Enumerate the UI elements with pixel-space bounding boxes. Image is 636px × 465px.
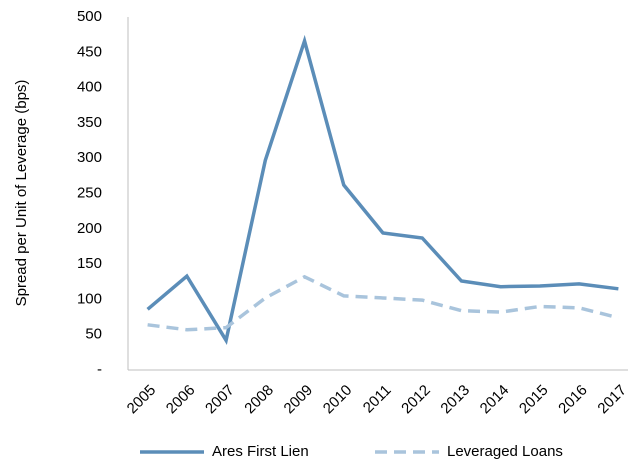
x-tick-label: 2010 xyxy=(320,382,356,418)
x-tick-label: 2007 xyxy=(202,382,238,418)
series-line xyxy=(147,274,619,332)
y-tick-label: 500 xyxy=(77,8,102,25)
x-tick-label: 2011 xyxy=(360,382,395,417)
y-tick-label: 350 xyxy=(77,114,102,131)
legend-label: Leveraged Loans xyxy=(447,443,563,460)
y-axis-label: Spread per Unit of Leverage (bps) xyxy=(13,80,30,307)
y-tick-label: 100 xyxy=(77,290,102,307)
x-tick-label: 2009 xyxy=(281,382,317,418)
x-tick-label: 2013 xyxy=(437,382,473,418)
x-tick-label: 2005 xyxy=(124,382,160,418)
y-tick-label: 150 xyxy=(77,255,102,272)
x-tick-label: 2012 xyxy=(398,382,434,418)
x-tick-label: 2014 xyxy=(477,382,513,418)
series-line xyxy=(146,34,619,345)
legend-label: Ares First Lien xyxy=(212,443,309,460)
y-tick-label: 50 xyxy=(85,326,102,343)
x-tick-label: 2017 xyxy=(594,382,630,418)
y-tick-label: 250 xyxy=(77,184,102,201)
x-tick-label: 2006 xyxy=(163,382,199,418)
y-tick-label: 200 xyxy=(77,220,102,237)
y-tick-label: - xyxy=(97,361,102,378)
x-tick-label: 2008 xyxy=(241,382,277,418)
x-tick-label: 2016 xyxy=(555,382,591,418)
y-tick-label: 450 xyxy=(77,43,102,60)
y-tick-label: 400 xyxy=(77,79,102,96)
y-tick-label: 300 xyxy=(77,149,102,166)
x-tick-label: 2015 xyxy=(516,382,552,418)
